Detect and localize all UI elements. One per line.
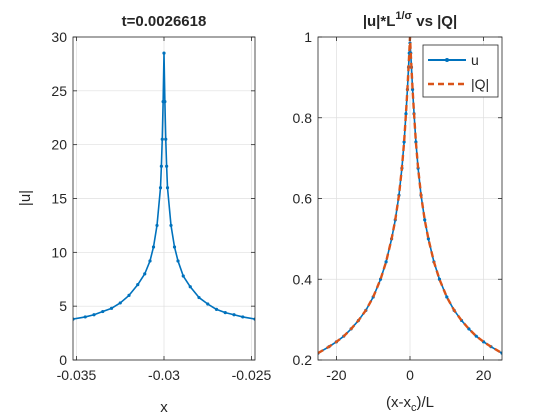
left-series-1-point: [172, 245, 177, 249]
left-series-1-point: [176, 259, 180, 263]
left-series-1-point: [92, 313, 96, 317]
right-xlabel-main: (x-x: [386, 394, 411, 411]
right-title-superscript: 1/σ: [395, 10, 412, 22]
left-ytick-label: 30: [51, 29, 67, 45]
left-xtick-label: -0.035: [57, 367, 97, 383]
right-series-1-point: [426, 237, 430, 241]
right-ytick-label: 1: [304, 29, 312, 45]
left-ticks: -0.035 -0.03 -0.025 0 5 10 15 20 25 30: [51, 29, 271, 383]
legend-label-q: |Q|: [471, 76, 489, 92]
left-series-1-point: [232, 313, 236, 317]
right-xtick-label: 20: [476, 367, 492, 383]
left-series-1-point: [151, 245, 156, 249]
left-ylabel: |u|: [17, 190, 34, 206]
left-series-1-point: [214, 307, 219, 311]
left-series-1-point: [83, 315, 87, 319]
right-xtick-label: -20: [326, 367, 346, 383]
right-ytick-label: 0.6: [293, 191, 313, 207]
left-series-1-point: [181, 274, 185, 278]
left-series-1-point: [143, 272, 147, 276]
left-ytick-label: 15: [51, 191, 67, 207]
left-series-1-point: [165, 164, 169, 168]
left-series-1-point: [163, 100, 167, 104]
left-series-1-point: [169, 223, 173, 228]
left-series-1-point: [136, 283, 140, 287]
left-series-1-point: [223, 311, 227, 315]
left-series-1-point: [159, 164, 163, 168]
right-ticks: -20 0 20 0.2 0.4 0.6 0.8 1: [293, 29, 502, 383]
right-title-rest: vs |Q|: [412, 13, 457, 30]
left-series-1-point: [206, 302, 210, 306]
right-series-1-point: [474, 334, 478, 338]
left-title: t=0.0026618: [122, 13, 207, 30]
left-series-1-point: [188, 285, 192, 289]
left-series-1-point: [241, 315, 245, 319]
left-series-1-point: [118, 301, 122, 305]
right-xlabel-rest: )/L: [416, 394, 434, 411]
left-xlabel: x: [160, 399, 168, 416]
left-series-1-point: [109, 306, 114, 310]
legend-label-u: u: [471, 52, 479, 68]
left-ytick-label: 10: [51, 244, 67, 260]
right-subplot: -20 0 20 0.2 0.4 0.6 0.8 1 |u|*L1/σ vs |Q| (x-x…: [293, 10, 503, 414]
left-series-1-point: [101, 309, 105, 314]
right-series-1-point: [384, 260, 388, 264]
left-series-1-point: [197, 295, 201, 300]
legend: u |Q|: [422, 44, 499, 98]
left-xtick-label: -0.025: [232, 367, 272, 383]
right-series-1-point: [404, 112, 408, 116]
left-subplot: -0.035 -0.03 -0.025 0 5 10 15 20 25 30 t=0.002661…: [17, 13, 272, 416]
left-ytick-label: 25: [51, 83, 67, 99]
left-series-1-point: [158, 186, 163, 190]
right-xlabel: (x-xc)/L: [386, 394, 434, 414]
left-series-1-point: [127, 293, 131, 297]
left-series-1-point: [160, 137, 164, 141]
right-title-main: |u|*L: [363, 13, 396, 30]
right-ytick-label: 0.2: [293, 352, 313, 368]
left-ytick-label: 0: [59, 352, 67, 368]
left-ytick-label: 20: [51, 137, 67, 153]
right-ytick-label: 0.4: [293, 271, 313, 287]
right-series-1-point: [467, 327, 471, 331]
legend-box: [422, 44, 499, 98]
right-series-1-point: [445, 295, 449, 299]
left-series: [73, 51, 255, 321]
left-ytick-label: 5: [59, 298, 67, 314]
right-series: [318, 37, 502, 355]
right-title: |u|*L1/σ vs |Q|: [363, 10, 457, 30]
left-series-1-point: [162, 51, 166, 55]
left-series-1-point: [164, 137, 168, 141]
right-series-2-line: [318, 37, 502, 355]
right-series-1-point: [423, 218, 427, 222]
left-series-1-point: [148, 259, 152, 263]
right-xlabel-subscript: c: [411, 402, 417, 414]
right-ytick-label: 0.8: [293, 110, 313, 126]
left-series-1-point: [165, 186, 170, 190]
right-xtick-label: 0: [406, 367, 414, 383]
right-series-1-point: [402, 140, 406, 144]
left-series-1-point: [155, 223, 159, 228]
legend-marker-u: [445, 58, 449, 62]
left-xtick-label: -0.03: [148, 367, 180, 383]
